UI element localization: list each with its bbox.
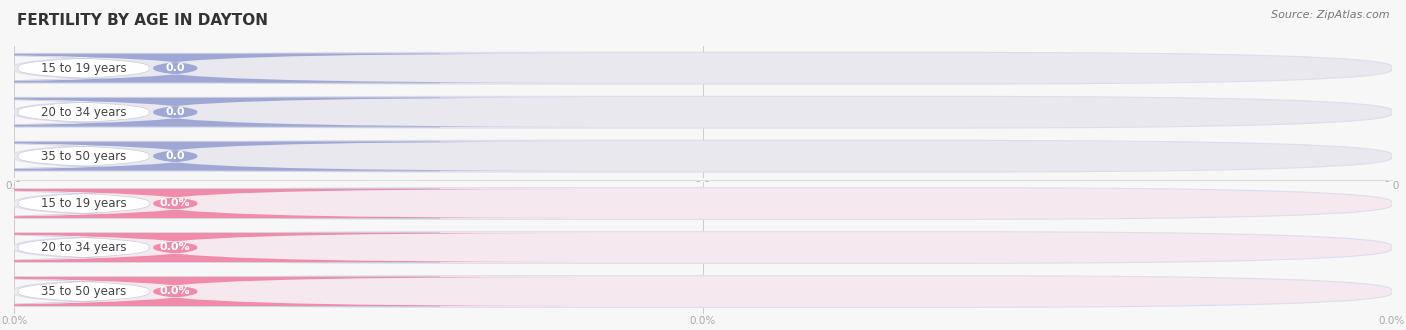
FancyBboxPatch shape [14,52,1392,84]
FancyBboxPatch shape [0,53,440,83]
FancyBboxPatch shape [14,276,1392,307]
FancyBboxPatch shape [0,233,440,262]
Text: Source: ZipAtlas.com: Source: ZipAtlas.com [1271,10,1389,20]
FancyBboxPatch shape [14,188,1392,219]
FancyBboxPatch shape [0,277,440,307]
Text: FERTILITY BY AGE IN DAYTON: FERTILITY BY AGE IN DAYTON [17,13,269,28]
FancyBboxPatch shape [0,189,589,218]
Text: 15 to 19 years: 15 to 19 years [41,62,127,75]
FancyBboxPatch shape [0,233,589,262]
FancyBboxPatch shape [0,141,440,171]
FancyBboxPatch shape [14,232,1392,263]
Text: 0.0: 0.0 [166,63,186,73]
Text: 0.0: 0.0 [166,151,186,161]
Text: 0.0%: 0.0% [160,286,191,296]
Text: 15 to 19 years: 15 to 19 years [41,197,127,210]
Text: 0.0%: 0.0% [160,243,191,252]
FancyBboxPatch shape [14,96,1392,128]
Text: 0.0: 0.0 [166,107,186,117]
FancyBboxPatch shape [14,140,1392,172]
FancyBboxPatch shape [0,277,589,306]
FancyBboxPatch shape [0,188,440,218]
Text: 20 to 34 years: 20 to 34 years [41,241,127,254]
Text: 35 to 50 years: 35 to 50 years [41,150,127,163]
Text: 35 to 50 years: 35 to 50 years [41,285,127,298]
Text: 0.0%: 0.0% [160,199,191,209]
Text: 20 to 34 years: 20 to 34 years [41,106,127,119]
FancyBboxPatch shape [0,142,589,171]
FancyBboxPatch shape [0,54,589,83]
FancyBboxPatch shape [0,97,440,127]
FancyBboxPatch shape [0,98,589,127]
